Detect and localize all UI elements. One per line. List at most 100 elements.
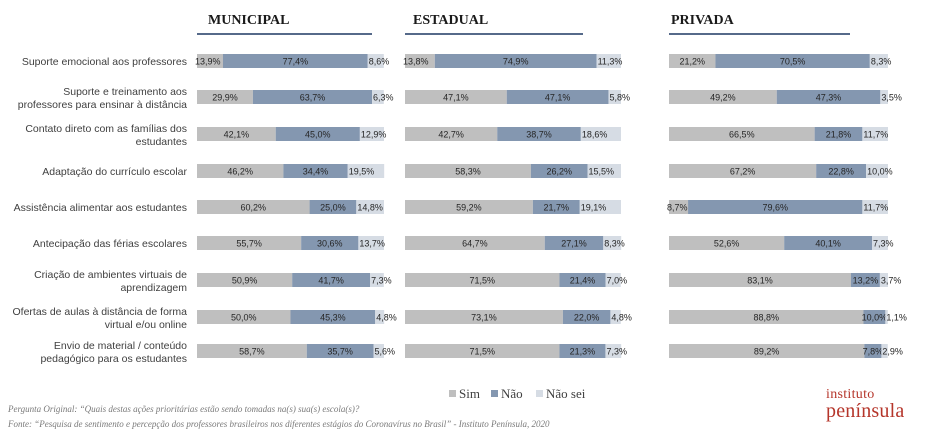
data-label: 89,2% — [754, 347, 780, 357]
bar-segment-sim — [405, 310, 563, 324]
category-label: Envio de material / conteúdo — [54, 340, 187, 352]
data-label: 29,9% — [212, 93, 238, 103]
bar-segment-sim — [405, 344, 560, 358]
data-label: 71,5% — [469, 347, 495, 357]
bar-segment-sim — [405, 90, 507, 104]
bar-segment-não-sei — [862, 200, 888, 214]
bar-segment-não — [850, 273, 880, 287]
bar-segment-não — [715, 54, 870, 68]
bar-segment-sim — [197, 164, 284, 178]
data-label: 26,2% — [546, 167, 572, 177]
panel-title-municipal: MUNICIPAL — [208, 13, 289, 28]
bar-segment-sim — [405, 236, 545, 250]
bar-segment-não-sei — [885, 310, 888, 324]
bar-segment-não-sei — [869, 54, 888, 68]
bar-segment-não — [252, 90, 373, 104]
bar-segment-não — [814, 127, 863, 141]
data-label: 3,5% — [881, 93, 902, 103]
category-label: Ofertas de aulas à distância de forma — [12, 306, 187, 318]
data-label: 12,9% — [361, 130, 387, 140]
bar-segment-não — [301, 236, 359, 250]
bar-segment-não — [532, 200, 580, 214]
data-label: 21,7% — [544, 203, 570, 213]
bar-segment-não-sei — [881, 344, 888, 358]
data-label: 63,7% — [300, 93, 326, 103]
category-label: pedagógico para os estudantes — [40, 353, 187, 365]
data-label: 8,7% — [667, 203, 688, 213]
data-label: 22,8% — [828, 167, 854, 177]
legend-swatch-sim — [449, 390, 456, 397]
data-label: 55,7% — [236, 239, 262, 249]
bar-segment-não-sei — [370, 273, 384, 287]
logo-line2: península — [826, 400, 905, 422]
category-label: virtual e/ou online — [105, 319, 187, 331]
bar-segment-sim — [197, 90, 253, 104]
data-label: 4,8% — [611, 313, 632, 323]
data-label: 1,1% — [886, 313, 907, 323]
bar-segment-sim — [405, 54, 435, 68]
category-label: Adaptação do currículo escolar — [42, 166, 187, 178]
data-label: 21,2% — [679, 57, 705, 67]
data-label: 64,7% — [462, 239, 488, 249]
bar-segment-não — [562, 310, 611, 324]
legend-label-não-sei: Não sei — [546, 386, 586, 401]
bar-segment-não-sei — [605, 273, 621, 287]
bar-segment-sim — [197, 54, 223, 68]
category-label: Criação de ambientes virtuais de — [34, 269, 187, 281]
data-label: 47,3% — [816, 93, 842, 103]
data-label: 66,5% — [729, 130, 755, 140]
bar-segment-sim — [197, 310, 291, 324]
data-label: 13,8% — [403, 57, 429, 67]
bar-segment-não-sei — [375, 310, 385, 324]
panel-title-privada: PRIVADA — [671, 13, 735, 28]
bar-segment-não — [306, 344, 374, 358]
data-label: 3,7% — [881, 276, 902, 286]
data-label: 50,0% — [231, 313, 257, 323]
bar-segment-não — [275, 127, 360, 141]
bar-segment-não — [506, 90, 609, 104]
bar-segment-não-sei — [347, 164, 385, 178]
data-label: 41,7% — [318, 276, 344, 286]
bar-segment-não — [497, 127, 581, 141]
bar-segment-não — [292, 273, 371, 287]
data-label: 73,1% — [471, 313, 497, 323]
data-label: 7,3% — [873, 239, 894, 249]
data-label: 7,3% — [371, 276, 392, 286]
data-label: 5,8% — [609, 93, 630, 103]
bar-segment-não-sei — [608, 90, 621, 104]
data-label: 11,3% — [598, 57, 623, 67]
bar-segment-não-sei — [610, 310, 621, 324]
data-label: 13,7% — [359, 239, 385, 249]
bar-segment-não — [559, 344, 606, 358]
bar-segment-sim — [669, 90, 777, 104]
data-label: 8,3% — [871, 57, 892, 67]
bar-segment-sim — [197, 273, 293, 287]
data-label: 47,1% — [545, 93, 571, 103]
category-label: estudantes — [136, 136, 187, 148]
bar-segment-não-sei — [596, 54, 621, 68]
bar-segment-não-sei — [580, 127, 621, 141]
data-label: 35,7% — [327, 347, 353, 357]
bar-segment-sim — [669, 236, 785, 250]
data-label: 60,2% — [241, 203, 267, 213]
data-label: 58,3% — [455, 167, 481, 177]
data-label: 50,9% — [232, 276, 258, 286]
bar-segment-não-sei — [367, 54, 384, 68]
bar-segment-não — [688, 200, 863, 214]
bar-segment-não-sei — [358, 236, 384, 250]
data-label: 11,7% — [863, 130, 888, 140]
data-label: 52,6% — [714, 239, 740, 249]
data-label: 7,8% — [863, 347, 884, 357]
bar-segment-não — [776, 90, 881, 104]
bar-segment-não-sei — [866, 164, 888, 178]
data-label: 58,7% — [239, 347, 265, 357]
category-label: Assistência alimentar aos estudantes — [14, 202, 187, 214]
data-label: 21,3% — [570, 347, 596, 357]
bar-segment-sim — [197, 200, 310, 214]
data-label: 13,9% — [195, 57, 221, 67]
bar-segment-não — [309, 200, 357, 214]
data-label: 21,8% — [826, 130, 852, 140]
bar-segment-sim — [669, 54, 716, 68]
bar-segment-não-sei — [356, 200, 384, 214]
bar-segment-não — [863, 310, 886, 324]
